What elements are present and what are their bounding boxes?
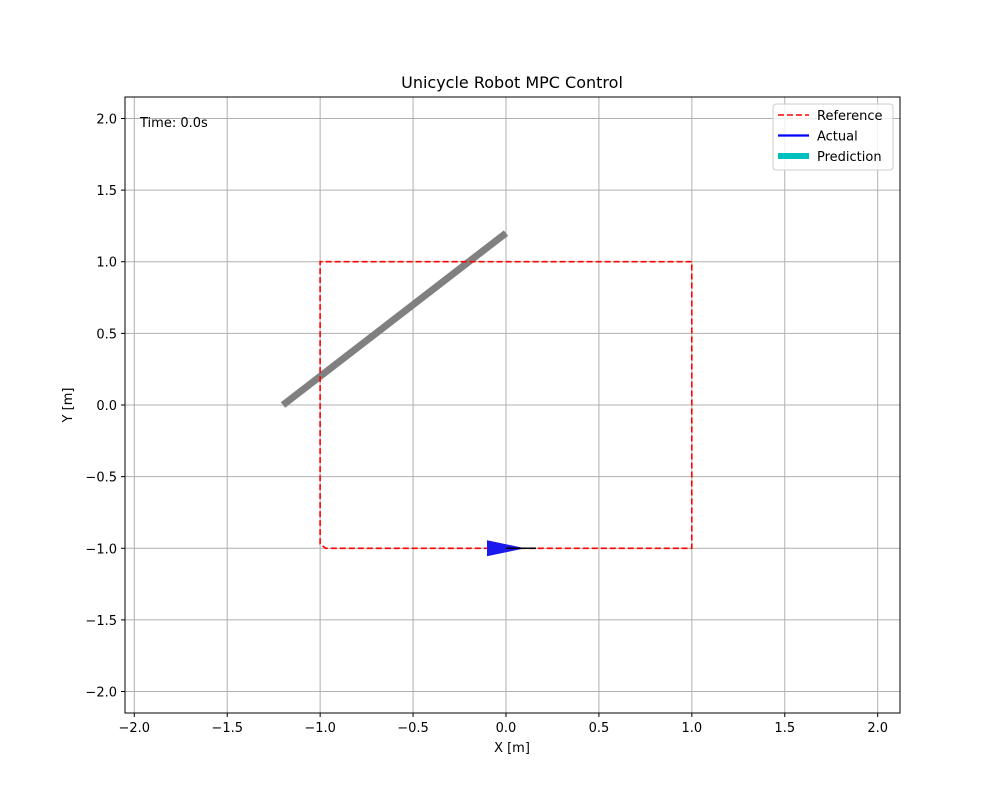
legend-label-actual: Actual (817, 130, 858, 145)
y-tick-label: 1.0 (96, 256, 117, 271)
ticks: −2.0 −1.5 −1.0 −0.5 0.0 0.5 1.0 1.5 2.0 −2.0 −1.5 −… (85, 112, 888, 736)
grid (125, 97, 900, 713)
y-tick-label: −1.5 (85, 614, 117, 629)
reference-line (319, 260, 693, 550)
y-tick-label: −1.0 (85, 542, 117, 557)
y-tick-label: 0.5 (96, 327, 117, 342)
x-tick-label: −1.5 (211, 721, 243, 736)
x-tick-label: 1.0 (682, 721, 703, 736)
x-tick-label: 1.5 (774, 721, 795, 736)
robot-marker (486, 540, 525, 557)
x-tick-label: −2.0 (119, 721, 151, 736)
legend-label-prediction: Prediction (817, 150, 882, 165)
chart-title: Unicycle Robot MPC Control (401, 73, 623, 92)
y-tick-label: 2.0 (96, 112, 117, 127)
x-tick-label: 2.0 (867, 721, 888, 736)
legend: Reference Actual Prediction (772, 103, 894, 171)
y-tick-label: −2.0 (85, 686, 117, 701)
x-tick-label: 0.5 (589, 721, 610, 736)
plot-frame (124, 96, 901, 714)
y-tick-label: 0.0 (96, 399, 117, 414)
x-axis-label: X [m] (494, 741, 530, 756)
plot-area (280, 230, 693, 557)
x-tick-label: −1.0 (304, 721, 336, 736)
y-tick-label: −0.5 (85, 471, 117, 486)
legend-label-reference: Reference (817, 109, 882, 124)
y-tick-label: 1.5 (96, 184, 117, 199)
time-annotation: Time: 0.0s (139, 116, 208, 131)
x-tick-label: 0.0 (496, 721, 517, 736)
y-axis-label: Y [m] (61, 388, 76, 424)
x-tick-label: −0.5 (397, 721, 429, 736)
